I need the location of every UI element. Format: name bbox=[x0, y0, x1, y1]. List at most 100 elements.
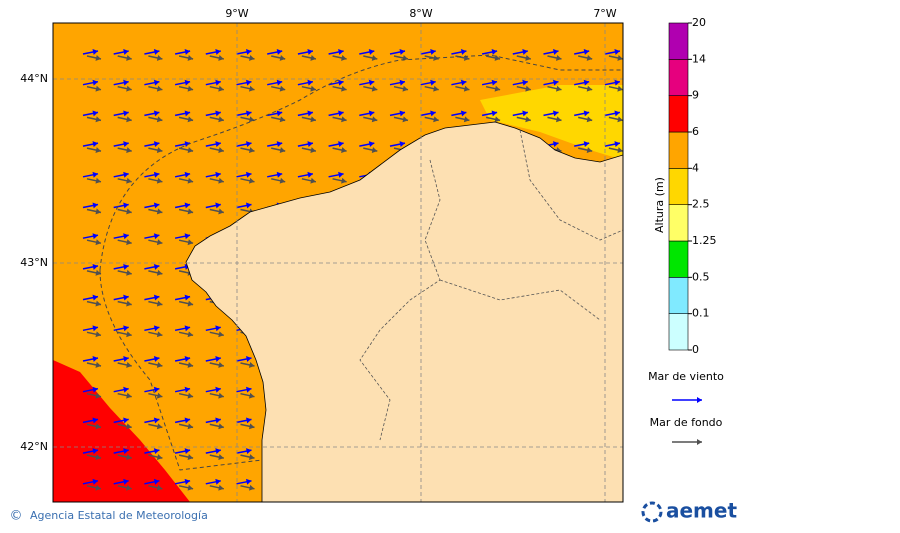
arrow-head bbox=[123, 79, 129, 86]
arrow-head bbox=[341, 85, 347, 92]
arrow-head bbox=[126, 116, 132, 123]
colorbar-segment bbox=[668, 95, 689, 133]
arrow-head bbox=[553, 49, 559, 55]
arrow-head bbox=[248, 147, 255, 153]
arrow-head bbox=[184, 49, 191, 55]
arrow-head bbox=[279, 85, 286, 92]
zone-line bbox=[99, 54, 623, 271]
arrow-head bbox=[614, 110, 620, 117]
arrow-head bbox=[215, 79, 221, 86]
arrow-head bbox=[126, 484, 132, 491]
colorbar-tick-label: 4 bbox=[692, 161, 699, 174]
arrow-head bbox=[402, 85, 408, 92]
arrow-head bbox=[553, 79, 559, 86]
sea-zone bbox=[480, 85, 623, 160]
arrow-head bbox=[92, 202, 98, 209]
arrow-head bbox=[187, 85, 194, 92]
arrow-head bbox=[187, 423, 194, 430]
logo: aemet bbox=[666, 499, 737, 523]
arrow-head bbox=[338, 110, 344, 117]
logo-icon bbox=[641, 501, 663, 523]
arrow-head bbox=[92, 386, 98, 393]
arrow-head bbox=[92, 448, 98, 455]
arrow-head bbox=[307, 49, 313, 55]
arrow-head bbox=[92, 79, 98, 86]
arrow-head bbox=[276, 79, 283, 86]
arrow-head bbox=[95, 55, 101, 61]
arrow-head bbox=[156, 55, 163, 61]
arrow-head bbox=[123, 233, 129, 240]
arrow-head bbox=[95, 147, 101, 153]
lat-label: 42°N bbox=[20, 440, 48, 453]
arrow-head bbox=[248, 55, 255, 61]
arrow-head bbox=[430, 79, 436, 86]
arrow-head bbox=[246, 141, 252, 148]
arrow-head bbox=[123, 110, 129, 117]
arrow-head bbox=[307, 79, 313, 86]
arrow-head bbox=[156, 300, 163, 307]
arrow-head bbox=[123, 386, 129, 393]
arrow-head bbox=[153, 233, 160, 240]
map bbox=[53, 23, 623, 502]
arrow-head bbox=[218, 147, 224, 153]
arrow-head bbox=[92, 141, 98, 148]
arrow-head bbox=[123, 141, 129, 148]
arrow-head bbox=[153, 356, 160, 362]
arrow-head bbox=[338, 141, 344, 148]
arrow-head bbox=[215, 417, 221, 424]
arrow-head bbox=[614, 79, 620, 86]
arrow-head bbox=[248, 392, 255, 399]
arrow-head bbox=[583, 141, 590, 148]
legend-label: Mar de viento bbox=[648, 370, 724, 383]
arrow-head bbox=[123, 478, 129, 485]
arrow-head bbox=[153, 79, 160, 86]
arrow-head bbox=[522, 79, 528, 86]
arrow-head bbox=[184, 325, 191, 332]
arrow-head bbox=[246, 417, 252, 424]
arrow-head bbox=[617, 147, 623, 153]
arrow-head bbox=[215, 49, 221, 55]
arrow-head bbox=[215, 356, 221, 362]
arrow-head bbox=[460, 110, 467, 117]
arrow-head bbox=[338, 49, 344, 55]
arrow-head bbox=[153, 49, 160, 55]
arrow-head bbox=[123, 448, 129, 455]
arrow-head bbox=[126, 423, 132, 430]
arrow-head bbox=[583, 79, 590, 86]
arrow-head bbox=[246, 49, 252, 55]
arrow-head bbox=[463, 85, 470, 92]
arrow-head bbox=[187, 484, 194, 491]
arrow-head bbox=[246, 202, 252, 209]
arrow-head bbox=[614, 141, 620, 148]
colorbar-tick-label: 0 bbox=[692, 343, 699, 356]
arrow-head bbox=[215, 478, 221, 485]
arrow-head bbox=[218, 331, 224, 338]
arrow-head bbox=[95, 423, 101, 430]
arrow-head bbox=[218, 208, 224, 215]
arrow-head bbox=[92, 110, 98, 117]
arrow-head bbox=[433, 85, 439, 92]
lon-label: 7°W bbox=[593, 7, 616, 20]
arrow-head bbox=[617, 116, 623, 123]
arrow-head bbox=[494, 85, 501, 92]
arrow-head bbox=[246, 110, 252, 117]
arrow-head bbox=[586, 85, 593, 92]
arrow-head bbox=[307, 110, 313, 117]
arrow-head bbox=[126, 300, 132, 307]
arrow-head bbox=[279, 177, 286, 184]
arrow-head bbox=[187, 454, 194, 460]
arrow-head bbox=[279, 55, 286, 61]
arrow-head bbox=[522, 110, 528, 117]
arrow-head bbox=[95, 177, 101, 184]
lon-label: 8°W bbox=[409, 7, 432, 20]
arrow-head bbox=[246, 386, 252, 393]
arrow-head bbox=[184, 478, 191, 485]
arrow-head bbox=[371, 85, 378, 92]
arrow-head bbox=[215, 448, 221, 455]
arrow-head bbox=[187, 147, 194, 153]
arrow-head bbox=[92, 49, 98, 55]
arrow-head bbox=[491, 49, 498, 55]
arrow-head bbox=[123, 325, 129, 332]
arrow-head bbox=[338, 79, 344, 86]
